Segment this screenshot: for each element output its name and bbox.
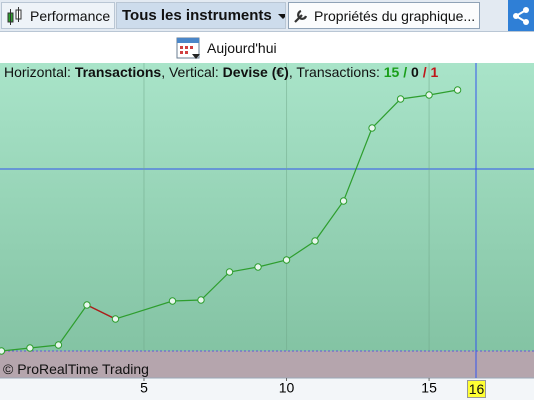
- copyright: © ProRealTime Trading: [3, 361, 149, 377]
- loss-count: 1: [430, 64, 439, 80]
- share-icon: [513, 6, 529, 25]
- info-label: Horizontal:: [4, 64, 71, 80]
- properties-label: Propriétés du graphique...: [314, 7, 476, 24]
- neutral-count: 0: [411, 64, 419, 80]
- point: [425, 91, 433, 99]
- point: [0, 347, 6, 355]
- info-label: , Transactions:: [288, 64, 380, 80]
- wrench-icon: [294, 9, 308, 23]
- point: [225, 268, 234, 276]
- point: [396, 95, 405, 103]
- share-button[interactable]: [508, 0, 534, 31]
- instruments-label: Tous les instruments: [122, 7, 272, 24]
- chart-info: Horizontal: Transactions, Vertical: Devi…: [4, 64, 438, 80]
- info-value: Devise (€): [222, 64, 289, 80]
- instruments-dropdown[interactable]: Tous les instruments: [116, 2, 286, 29]
- point: [339, 197, 348, 205]
- point: [368, 124, 376, 132]
- point: [311, 237, 319, 245]
- separator: /: [422, 64, 427, 80]
- point: [168, 297, 177, 305]
- point: [54, 341, 63, 349]
- crosshair-x-label: 16: [467, 380, 486, 398]
- equity-line: [1, 89, 458, 352]
- separator: /: [403, 64, 408, 80]
- calendar-icon: [176, 37, 200, 59]
- performance-label: Performance: [30, 7, 111, 24]
- x-axis-band: [0, 378, 534, 400]
- point: [254, 263, 262, 271]
- info-label: , Vertical:: [161, 64, 219, 80]
- loss-segment: [86, 304, 116, 320]
- plot-background: [0, 63, 534, 378]
- point: [282, 256, 291, 264]
- today-button[interactable]: Aujourd'hui: [176, 35, 277, 61]
- dropdown-arrow: [277, 13, 285, 19]
- performance-button[interactable]: Performance: [1, 2, 115, 29]
- point: [197, 296, 205, 304]
- negative-zone: [0, 351, 534, 378]
- x-tick-label: 10: [279, 380, 295, 396]
- point: [111, 315, 120, 323]
- point: [453, 86, 462, 94]
- today-label: Aujourd'hui: [207, 40, 277, 56]
- candle-icon: [7, 6, 22, 25]
- win-count: 15: [383, 64, 400, 80]
- toolbar: Performance Tous les instruments Proprié…: [0, 0, 534, 32]
- point: [26, 344, 34, 352]
- x-tick-label: 15: [421, 380, 437, 396]
- info-value: Transactions: [74, 64, 162, 80]
- date-row: Aujourd'hui: [0, 32, 534, 63]
- properties-button[interactable]: Propriétés du graphique...: [288, 2, 480, 29]
- x-tick-label: 5: [140, 380, 148, 396]
- point: [83, 301, 91, 309]
